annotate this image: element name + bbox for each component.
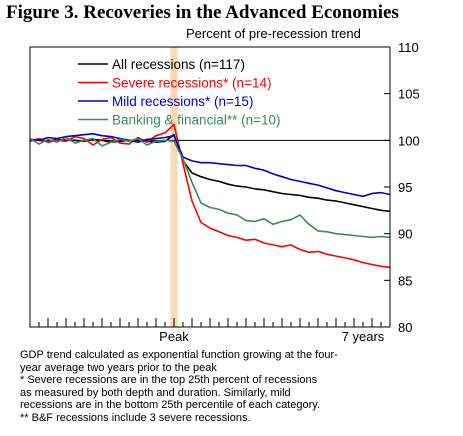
x-tick-label: Peak: [159, 329, 189, 344]
series-line: [29, 136, 391, 239]
y-tick-label: 80: [398, 320, 412, 335]
series-layer: [29, 123, 391, 269]
x-tick-label: 7 years: [342, 329, 385, 344]
y-tick-label: 95: [398, 180, 412, 195]
legend-label: Severe recessions* (n=14): [112, 76, 271, 91]
footnote-line: GDP trend calculated as exponential func…: [20, 349, 338, 361]
y-tick-label: 110: [398, 40, 419, 55]
y-ticks: 80 85 90 95 100 105 110: [384, 40, 420, 335]
footnote-line: recessions are in the bottom 25th percen…: [20, 399, 321, 412]
footnote-line: year average two years prior to the peak: [20, 361, 217, 374]
y-tick-label: 85: [398, 273, 412, 288]
footnotes: GDP trend calculated as exponential func…: [20, 349, 440, 425]
x-ticks: Peak 7 years: [38, 318, 385, 344]
footnote-line: * Severe recessions are in the top 25th …: [20, 374, 318, 387]
y-tick-label: 100: [398, 133, 420, 148]
y-tick-label: 90: [398, 227, 412, 242]
legend-label: All recessions (n=117): [112, 57, 245, 72]
legend-label: Mild recessions* (n=15): [112, 94, 253, 109]
y-tick-label: 105: [398, 87, 420, 102]
series-line: [29, 123, 391, 269]
series-line: [29, 133, 391, 198]
legend-label: Banking & financial** (n=10): [112, 113, 280, 128]
footnote-line: ** B&F recessions include 3 severe reces…: [20, 411, 251, 424]
peak-band: [170, 47, 178, 327]
legend: All recessions (n=117) Severe recessions*…: [78, 57, 280, 128]
series-line: [29, 133, 391, 213]
figure-title: Figure 3. Recoveries in the Advanced Eco…: [6, 2, 399, 23]
y-axis-unit-label: Percent of pre-recession trend: [186, 26, 361, 41]
footnote-line: as measured by both depth and duration. …: [20, 386, 291, 399]
